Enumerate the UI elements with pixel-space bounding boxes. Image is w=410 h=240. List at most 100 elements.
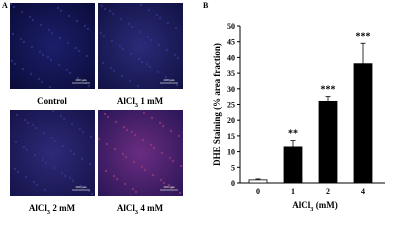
y-tick-label: 50 [227, 22, 235, 31]
y-tick-label: 0 [231, 179, 235, 188]
y-tick-label: 35 [227, 69, 235, 78]
cell-speck [150, 116, 154, 120]
cell-speck [169, 129, 173, 133]
cell-speck [58, 36, 62, 40]
y-axis-label: DHE Staining (% area fraction) [212, 43, 222, 166]
panel-label: B [203, 1, 209, 10]
cell-speck [137, 57, 141, 61]
significance: ** [288, 129, 298, 140]
x-tick-label: 4 [361, 187, 365, 196]
cell-speck [39, 23, 43, 27]
cell-speck [46, 55, 50, 59]
cell-speck [22, 40, 26, 44]
cell-speck [171, 159, 175, 163]
cell-speck [29, 72, 33, 76]
image-label-part: Control [37, 96, 67, 106]
cell-speck [41, 158, 45, 162]
cell-speck [56, 6, 60, 10]
cell-speck [25, 148, 29, 152]
cell-speck [76, 76, 80, 80]
cell-speck [59, 9, 63, 13]
cell-speck [168, 156, 172, 160]
cell-speck [52, 166, 56, 170]
cell-speck [109, 66, 113, 70]
cell-speck [156, 70, 160, 74]
cell-speck [68, 71, 72, 75]
cell-speck [26, 121, 30, 125]
cell-speck [68, 176, 72, 180]
cell-speck [119, 17, 123, 21]
cell-speck [23, 118, 27, 122]
cell-speck [176, 56, 180, 60]
cell-speck [149, 143, 153, 147]
cell-speck [133, 133, 137, 137]
image-label-part: 2 mM [50, 203, 75, 213]
cell-speck [65, 68, 69, 72]
cell-speck [31, 18, 35, 22]
cell-speck [44, 161, 48, 165]
cell-speck [122, 125, 126, 129]
image-label-part: AlCl [117, 203, 135, 213]
cell-speck [148, 65, 152, 69]
cell-speck [11, 32, 15, 36]
cell-speck [43, 188, 47, 192]
bar [318, 100, 338, 184]
y-tick-label: 20 [227, 116, 235, 125]
x-axis-label-part: AlCl [292, 200, 310, 210]
cell-speck [63, 174, 67, 178]
cell-speck [118, 44, 122, 48]
scale-bar-label: 200 μm [75, 185, 86, 189]
x-axis-label-part: 3 [310, 206, 313, 213]
scale-bar-label: 200 μm [163, 185, 174, 189]
cell-speck [120, 74, 124, 78]
cell-speck [175, 83, 179, 87]
cell-speck [114, 120, 118, 124]
cell-speck [80, 157, 84, 161]
cell-speck [115, 177, 119, 181]
cell-speck [47, 28, 51, 32]
cell-speck [10, 59, 14, 63]
cell-speck [146, 35, 150, 39]
cell-speck [28, 15, 32, 19]
cell-speck [103, 112, 107, 116]
x-axis-label-part: (mM) [313, 200, 337, 210]
x-tick-label: 1 [291, 187, 295, 196]
cell-speck [179, 164, 183, 168]
cell-speck [88, 162, 92, 166]
cell-speck [70, 122, 74, 126]
cell-speck [69, 149, 73, 153]
cell-speck [128, 79, 132, 83]
cell-speck [9, 2, 13, 6]
scale-bar-label: 200 μm [75, 78, 86, 82]
cell-speck [61, 144, 65, 148]
cell-speck [81, 130, 85, 134]
micrograph [10, 110, 95, 196]
micrograph [98, 3, 183, 89]
bar [353, 63, 373, 184]
cell-speck [165, 48, 169, 52]
cell-speck [124, 155, 128, 159]
cell-speck [38, 50, 42, 54]
micrograph [10, 3, 95, 89]
cell-speck [99, 31, 103, 35]
cell-speck [100, 4, 104, 8]
image-label-part: 3 [135, 102, 138, 109]
cell-speck [67, 14, 71, 18]
cell-speck [140, 60, 144, 64]
cell-speck [19, 37, 23, 41]
cell-speck [173, 53, 177, 57]
cell-speck [13, 167, 17, 171]
cell-speck [74, 46, 78, 50]
cell-speck [108, 9, 112, 13]
cell-speck [40, 80, 44, 84]
image-label-part: AlCl [117, 96, 135, 106]
image-label-part: 3 [47, 209, 50, 215]
bar [283, 146, 303, 184]
cell-speck [33, 153, 37, 157]
cell-speck [129, 52, 133, 56]
cell-speck [149, 38, 153, 42]
cell-speck [60, 171, 64, 175]
cell-speck [62, 117, 66, 121]
cell-speck [170, 186, 174, 190]
cell-speck [142, 111, 146, 115]
